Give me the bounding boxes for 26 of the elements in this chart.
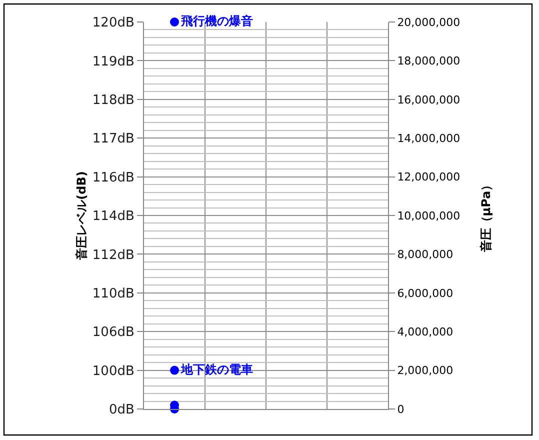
series-label: 飛行機の爆音 <box>180 14 254 28</box>
category-label: 112dB <box>92 248 134 263</box>
category-label: 110dB <box>92 286 134 302</box>
y-tick-label: 12,000,000 <box>397 170 460 184</box>
category-label: 118dB <box>92 92 134 108</box>
category-label: 0dB <box>108 402 134 418</box>
category-label: 114dB <box>92 209 134 224</box>
y-tick-label: 18,000,000 <box>397 54 460 68</box>
category-label: 116dB <box>92 170 134 186</box>
y-tick-label: 16,000,000 <box>397 93 460 106</box>
y-tick-label: 20,000,000 <box>397 16 460 29</box>
y-tick-label: 10,000,000 <box>397 209 460 222</box>
category-label: 120dB <box>92 16 134 31</box>
y-axis-title: 音圧（μPa） <box>479 178 494 254</box>
y2-axis-title: 音圧レベル(dB) <box>74 171 89 261</box>
category-label: 119dB <box>92 54 134 70</box>
category-label: 106dB <box>92 325 134 340</box>
y-tick-label: 6,000,000 <box>397 286 454 300</box>
y-tick-label: 8,000,000 <box>397 248 454 262</box>
y-tick-label: 2,000,000 <box>397 364 454 378</box>
y-tick-label: 14,000,000 <box>397 132 460 145</box>
series-label: 地下鉄の電車 <box>180 362 254 376</box>
y-tick-label: 0 <box>397 402 404 416</box>
category-label: 117dB <box>92 132 134 147</box>
category-label: 100dB <box>92 364 134 379</box>
y-tick-label: 4,000,000 <box>397 325 454 338</box>
